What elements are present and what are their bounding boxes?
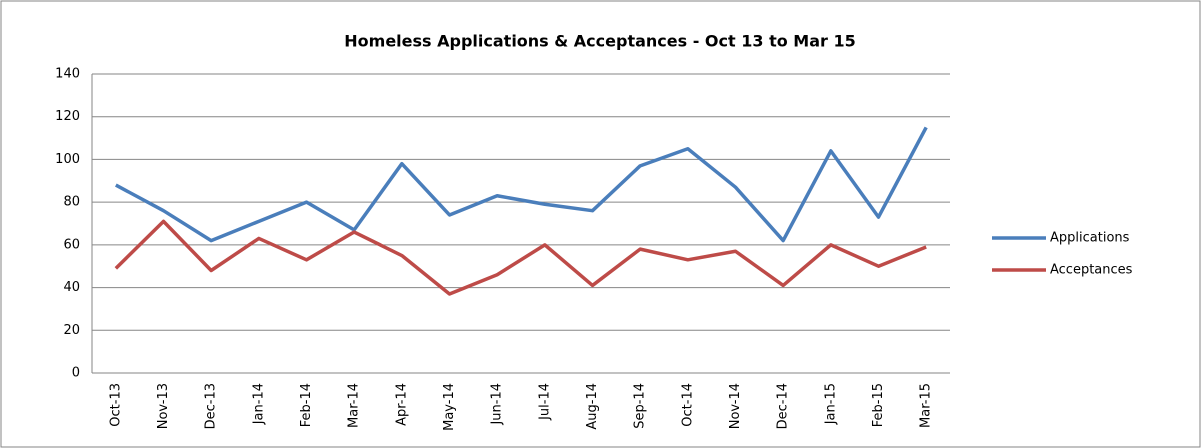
x-tick-label: Oct-14 [680,383,695,427]
y-tick-label: 120 [55,109,80,124]
legend-label: Acceptances [1050,263,1133,278]
x-tick-label: Feb-15 [871,383,886,427]
x-tick-label: Aug-14 [585,383,600,430]
series-line [114,219,927,296]
x-tick-label: Dec-13 [204,383,219,429]
y-tick-label: 40 [63,280,80,295]
legend-label: Applications [1050,231,1130,246]
x-tick-label: Mar-15 [919,383,934,428]
x-tick-label: Nov-13 [156,383,171,429]
y-tick-label: 140 [55,67,80,82]
y-tick-label: 100 [55,152,80,167]
x-tick-label: Jun-14 [490,383,505,426]
y-tick-label: 80 [63,195,80,210]
x-tick-label: Nov-14 [728,383,743,429]
y-tick-label: 0 [72,366,80,381]
x-tick-label: Feb-14 [299,383,314,427]
chart-title: Homeless Applications & Acceptances - Oc… [344,32,855,51]
x-tick-label: Jul-14 [537,383,552,421]
series-line [115,126,928,243]
x-tick-label: Jan-14 [251,383,266,425]
x-tick-label: Jan-15 [823,383,838,425]
x-tick-label: Oct-13 [108,383,123,427]
x-tick-label: Sep-14 [633,383,648,429]
y-tick-label: 20 [63,323,80,338]
x-tick-label: Dec-14 [776,383,791,429]
y-tick-label: 60 [63,237,80,252]
x-tick-label: Mar-14 [347,383,362,428]
x-tick-label: May-14 [442,383,457,431]
x-tick-label: Apr-14 [394,383,409,426]
